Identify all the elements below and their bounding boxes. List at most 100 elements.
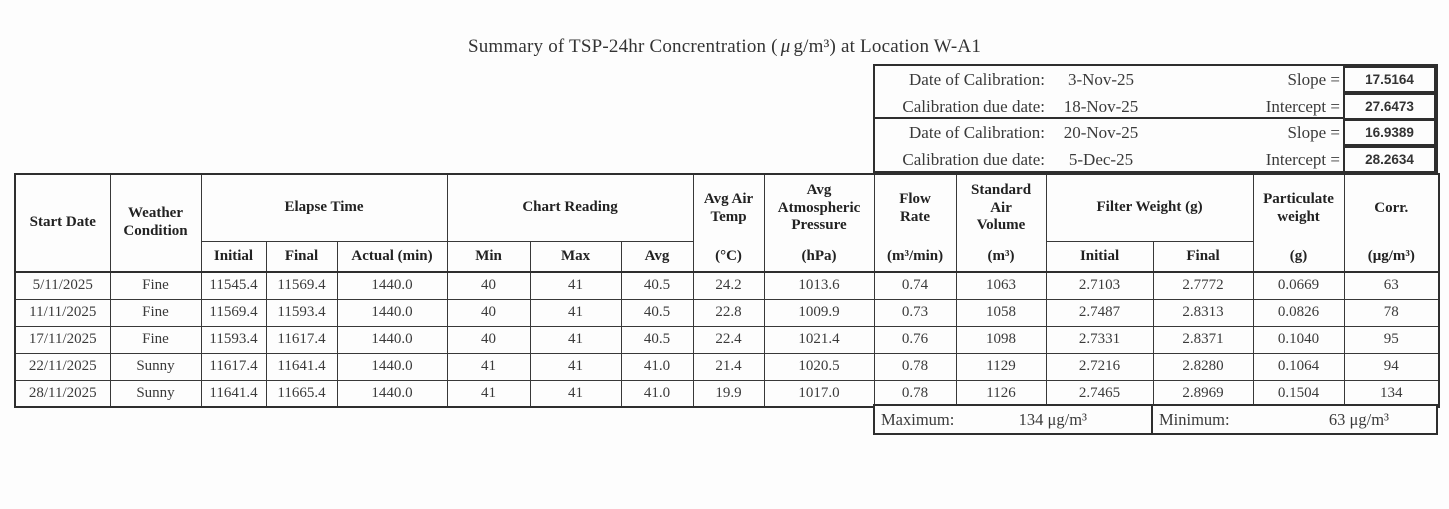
- table-cell: 19.9: [692, 379, 765, 408]
- calibration-row: Date of Calibration: 20-Nov-25 Slope = 1…: [875, 119, 1436, 146]
- intercept-value-box: 27.6473: [1343, 93, 1436, 120]
- table-cell: 11641.4: [265, 352, 338, 381]
- slope-label: Slope =: [1287, 69, 1340, 89]
- table-cell: 0.0826: [1252, 298, 1345, 327]
- table-cell: 11617.4: [200, 352, 267, 381]
- table-cell: 95: [1343, 325, 1440, 354]
- col-header-avg-atmospheric-pressure: Avg Atmospheric Pressure (hPa): [763, 173, 875, 273]
- table-row: 17/11/2025 Fine 11593.4 11617.4 1440.0 40 41 40…: [14, 325, 1440, 354]
- table-cell: 11641.4: [200, 379, 267, 408]
- table-cell: 1440.0: [336, 325, 448, 354]
- table-cell: 0.1040: [1252, 325, 1345, 354]
- table-cell: 2.8313: [1152, 298, 1254, 327]
- table-cell: 22/11/2025: [14, 352, 111, 381]
- subcol-header-elapse-actual: Actual (min): [336, 241, 448, 273]
- table-cell: 2.8371: [1152, 325, 1254, 354]
- table-cell: 11665.4: [265, 379, 338, 408]
- calibration-date-label: Date of Calibration:: [909, 122, 1045, 142]
- calibration-box: Date of Calibration: 3-Nov-25 Slope = 17…: [873, 64, 1438, 173]
- table-cell: 2.7103: [1045, 271, 1154, 300]
- table-cell: 0.74: [873, 271, 957, 300]
- header-row-groups: Start Date Weather Condition Elapse Time…: [14, 173, 1440, 273]
- table-cell: 21.4: [692, 352, 765, 381]
- table-cell: 28/11/2025: [14, 379, 111, 408]
- table-cell: 1063: [955, 271, 1047, 300]
- table-row: 11/11/2025 Fine 11569.4 11593.4 1440.0 40 41 40…: [14, 298, 1440, 327]
- table-cell: 22.4: [692, 325, 765, 354]
- subcol-header-chart-max: Max: [529, 241, 622, 273]
- table-cell: 41: [529, 352, 622, 381]
- calibration-due-value: 18-Nov-25: [1063, 96, 1139, 116]
- table-cell: 24.2: [692, 271, 765, 300]
- calibration-block-2: Date of Calibration: 20-Nov-25 Slope = 1…: [873, 117, 1438, 173]
- mu-symbol: μ: [780, 36, 791, 57]
- minimum-box: Minimum: 63 μg/m³: [1151, 404, 1438, 435]
- table-cell: 1126: [955, 379, 1047, 408]
- calibration-row: Calibration due date: 18-Nov-25 Intercep…: [875, 93, 1436, 120]
- col-header-start-date: Start Date: [14, 173, 111, 273]
- slope-value-box: 17.5164: [1343, 66, 1436, 93]
- table-cell: Sunny: [109, 379, 202, 408]
- table-cell: 40.5: [620, 325, 694, 354]
- table-cell: 2.7216: [1045, 352, 1154, 381]
- maximum-box: Maximum: 134 μg/m³: [873, 404, 1153, 435]
- table-cell: Sunny: [109, 352, 202, 381]
- table-cell: 1021.4: [763, 325, 875, 354]
- table-row: 28/11/2025 Sunny 11641.4 11665.4 1440.0 41 41 4…: [14, 379, 1440, 408]
- calibration-block-1: Date of Calibration: 3-Nov-25 Slope = 17…: [873, 64, 1438, 120]
- col-header-filter-weight: Filter Weight (g): [1045, 173, 1254, 243]
- subcol-header-elapse-final: Final: [265, 241, 338, 273]
- table-cell: 1017.0: [763, 379, 875, 408]
- summary-table: Start Date Weather Condition Elapse Time…: [14, 173, 1441, 408]
- table-cell: 0.0669: [1252, 271, 1345, 300]
- table-cell: 11569.4: [265, 271, 338, 300]
- table-cell: 1129: [955, 352, 1047, 381]
- subcol-header-chart-min: Min: [446, 241, 531, 273]
- subcol-header-filter-initial: Initial: [1045, 241, 1154, 273]
- slope-value-box: 16.9389: [1343, 119, 1436, 146]
- table-cell: 78: [1343, 298, 1440, 327]
- table-cell: 0.76: [873, 325, 957, 354]
- table-cell: 22.8: [692, 298, 765, 327]
- table-cell: 11617.4: [265, 325, 338, 354]
- table-cell: 1440.0: [336, 298, 448, 327]
- col-header-corr: Corr. (μg/m³): [1343, 173, 1440, 273]
- title-text-pre: Summary of TSP-24hr Concrentration (: [467, 36, 778, 57]
- table-cell: 41.0: [620, 352, 694, 381]
- table-cell: 2.8280: [1152, 352, 1254, 381]
- intercept-label: Intercept =: [1265, 96, 1340, 116]
- table-cell: 41: [529, 298, 622, 327]
- table-cell: 41: [446, 379, 531, 408]
- table-cell: 1009.9: [763, 298, 875, 327]
- calibration-date-label: Date of Calibration:: [909, 69, 1045, 89]
- page-title: Summary of TSP-24hr Concrentration (μ g/m…: [0, 36, 1449, 58]
- table-cell: Fine: [109, 298, 202, 327]
- table-cell: 2.8969: [1152, 379, 1254, 408]
- calibration-due-label: Calibration due date:: [902, 149, 1045, 169]
- table-cell: 0.73: [873, 298, 957, 327]
- table-cell: 1020.5: [763, 352, 875, 381]
- intercept-value-box: 28.2634: [1343, 146, 1436, 173]
- table-cell: 1098: [955, 325, 1047, 354]
- subcol-header-chart-avg: Avg: [620, 241, 694, 273]
- col-header-avg-air-temp: Avg Air Temp (°C): [692, 173, 765, 273]
- table-cell: 11/11/2025: [14, 298, 111, 327]
- table-cell: 11593.4: [265, 298, 338, 327]
- subcol-header-elapse-initial: Initial: [200, 241, 267, 273]
- table-cell: 2.7465: [1045, 379, 1154, 408]
- table-cell: 0.78: [873, 379, 957, 408]
- maximum-value: 134 μg/m³: [1018, 409, 1087, 429]
- table-cell: 40.5: [620, 298, 694, 327]
- table-cell: 1058: [955, 298, 1047, 327]
- minimum-value: 63 μg/m³: [1328, 409, 1389, 429]
- table-row: 5/11/2025 Fine 11545.4 11569.4 1440.0 40 41 40.…: [14, 271, 1440, 300]
- table-cell: 17/11/2025: [14, 325, 111, 354]
- table-cell: 41: [446, 352, 531, 381]
- table-cell: 40: [446, 298, 531, 327]
- col-header-particulate-weight: Particulate weight (g): [1252, 173, 1345, 273]
- col-header-standard-air-volume: Standard Air Volume (m³): [955, 173, 1047, 273]
- calibration-date-value: 20-Nov-25: [1063, 122, 1139, 142]
- table-cell: 2.7331: [1045, 325, 1154, 354]
- col-header-chart-reading: Chart Reading: [446, 173, 694, 243]
- table-cell: 40: [446, 271, 531, 300]
